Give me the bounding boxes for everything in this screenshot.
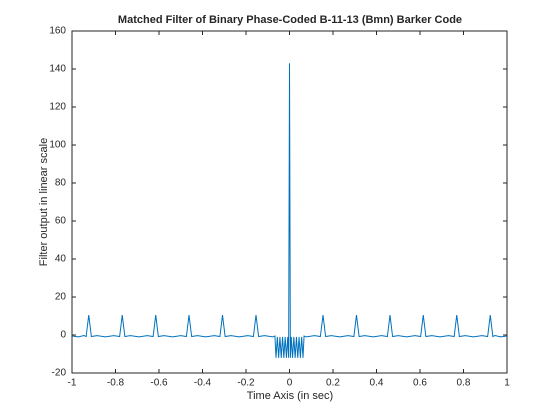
plot-box	[71, 30, 508, 374]
x-tick-label: 0.6	[413, 378, 427, 389]
y-tick-label: 60	[55, 216, 67, 227]
x-tick-label: 1	[504, 378, 510, 389]
y-tick-label: 160	[49, 26, 66, 37]
chart-title: Matched Filter of Binary Phase-Coded B-1…	[118, 14, 462, 26]
y-tick-label: 40	[55, 254, 67, 265]
y-tick-label: 120	[49, 102, 66, 113]
y-tick-label: 0	[60, 330, 66, 341]
x-tick-label: -0.2	[237, 378, 255, 389]
x-tick-label: 0.2	[326, 378, 340, 389]
y-axis-label: Filter output in linear scale	[38, 138, 50, 266]
x-tick-label: 0.8	[457, 378, 471, 389]
x-tick-label: 0	[287, 378, 293, 389]
y-tick-label: 100	[49, 140, 66, 151]
x-tick-label: -1	[68, 378, 77, 389]
x-tick-label: -0.8	[107, 378, 125, 389]
x-tick-label: -0.4	[194, 378, 212, 389]
y-tick-label: 140	[49, 64, 66, 75]
y-tick-label: -20	[52, 368, 67, 379]
x-axis-label: Time Axis (in sec)	[247, 390, 333, 402]
y-tick-label: 20	[55, 292, 67, 303]
data-line	[71, 63, 508, 358]
x-tick-label: 0.4	[370, 378, 384, 389]
x-tick-label: -0.6	[150, 378, 168, 389]
y-tick-label: 80	[55, 178, 67, 189]
